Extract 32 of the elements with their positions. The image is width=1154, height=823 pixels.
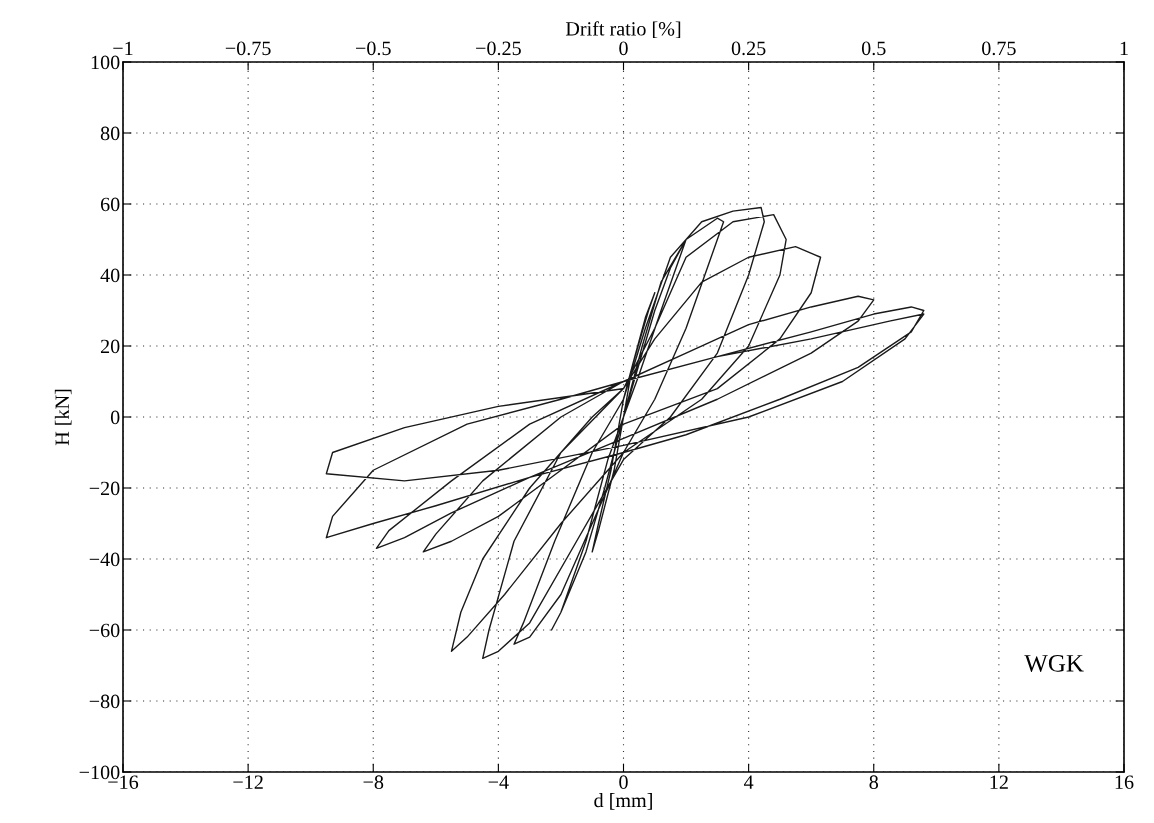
x2-axis-title: Drift ratio [%] (565, 21, 681, 39)
x-axis-title: d [mm] (594, 793, 652, 810)
y-tick-label: 100 (91, 55, 120, 70)
x2-tick-label: 1 (1120, 41, 1128, 55)
y-tick-label: 80 (100, 126, 120, 141)
x2-tick-label: −0.75 (225, 41, 271, 56)
y-tick-label: −40 (89, 552, 120, 567)
x2-tick-label: −0.25 (476, 41, 521, 56)
y-tick-label: 60 (100, 197, 120, 212)
x2-tick-label: −0.5 (355, 41, 391, 56)
x2-tick-label: 0.5 (861, 41, 886, 56)
y-tick-label: −20 (89, 481, 120, 496)
y-axis-title: H [kN] (54, 389, 72, 446)
x-tick-label: 4 (743, 775, 754, 789)
x2-tick-label: 0.75 (982, 41, 1016, 56)
annotation: WGK (1024, 654, 1084, 672)
line-series (325, 206, 925, 660)
x-tick-label: −12 (233, 775, 263, 789)
y-tick-label: 0 (110, 410, 120, 425)
y-tick-label: −60 (89, 623, 120, 638)
x-tick-label: −4 (488, 775, 509, 789)
x2-tick-label: −1 (113, 41, 133, 55)
x-tick-label: 12 (990, 775, 1008, 789)
x-tick-label: −8 (363, 775, 384, 789)
y-tick-label: −80 (89, 694, 120, 709)
x2-tick-label: 0 (619, 41, 628, 56)
y-tick-label: 40 (100, 268, 120, 283)
x-tick-label: 0 (619, 775, 628, 789)
x-tick-label: 16 (1115, 775, 1134, 789)
x2-tick-label: 0.25 (731, 41, 766, 56)
y-tick-label: 20 (100, 339, 120, 354)
x-tick-label: 8 (869, 775, 879, 789)
